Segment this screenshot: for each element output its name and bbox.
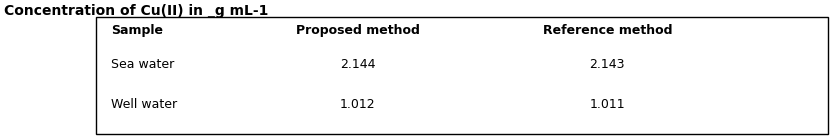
Text: Reference method: Reference method — [542, 24, 672, 37]
Text: 1.011: 1.011 — [590, 99, 625, 111]
Text: 1.012: 1.012 — [340, 99, 375, 111]
Text: Sea water: Sea water — [111, 58, 174, 71]
Text: Concentration of Cu(II) in _g mL-1: Concentration of Cu(II) in _g mL-1 — [4, 4, 269, 18]
Text: 2.144: 2.144 — [340, 58, 375, 71]
Text: Sample: Sample — [111, 24, 163, 37]
Text: Well water: Well water — [111, 99, 176, 111]
FancyBboxPatch shape — [96, 17, 828, 134]
Text: 2.143: 2.143 — [590, 58, 625, 71]
Text: Proposed method: Proposed method — [296, 24, 419, 37]
